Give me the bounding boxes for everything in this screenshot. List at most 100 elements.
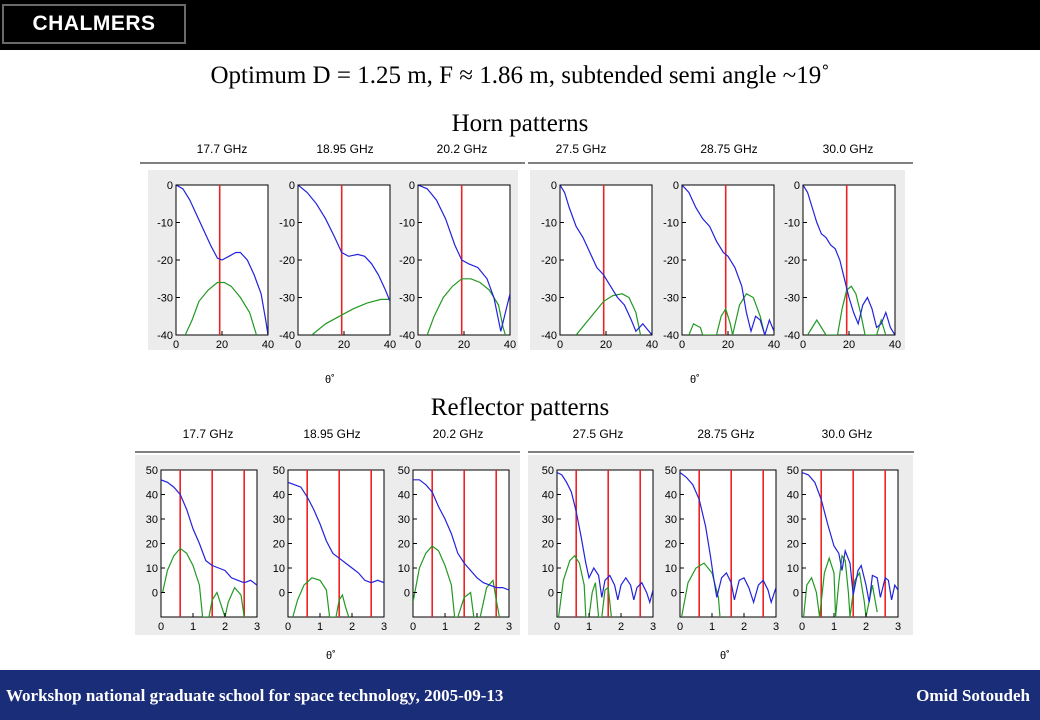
horn-freq-label: 18.95 GHz [316,142,373,156]
horn-y-tick-label: -20 [541,255,557,267]
reflector-cross-polar-line [681,562,721,617]
horn-y-tick-label: -40 [784,330,800,342]
footer-workshop: Workshop national graduate school for sp… [6,686,504,705]
horn-y-tick-label: -20 [279,255,295,267]
horn-y-tick-label: 0 [167,180,173,192]
reflector-y-tick-label: 50 [146,465,158,477]
slide-title: Optimum D = 1.25 m, F ≈ 1.86 m, subtende… [210,62,830,89]
horn-x-tick-label: 0 [800,339,806,351]
horn-co-polar-line [560,185,652,335]
reflector-y-tick-label: 30 [146,514,158,526]
horn-y-tick-label: -10 [157,218,173,230]
horn-y-tick-label: -30 [279,293,295,305]
reflector-y-tick-label: 40 [273,490,285,502]
horn-x-tick-label: 0 [557,339,563,351]
horn-y-tick-label: -10 [663,218,679,230]
reflector-freq-label: 30.0 GHz [822,427,873,441]
reflector-x-tick-label: 2 [349,621,355,633]
reflector-x-tick-label: 2 [618,621,624,633]
footer-author: Omid Sotoudeh [916,686,1030,705]
horn-y-tick-label: 0 [794,180,800,192]
reflector-x-tick-label: 3 [895,621,901,633]
reflector-freq-label: 18.95 GHz [303,427,360,441]
reflector-y-tick-label: 50 [542,465,554,477]
reflector-patterns-heading: Reflector patterns [430,394,610,421]
reflector-x-tick-label: 3 [381,621,387,633]
horn-y-tick-label: -40 [157,330,173,342]
reflector-x-tick-label: 0 [554,621,560,633]
horn-x-tick-label: 20 [843,339,855,351]
reflector-x-tick-label: 3 [650,621,656,633]
horn-x-tick-label: 0 [173,339,179,351]
reflector-x-tick-label: 2 [222,621,228,633]
horn-co-polar-line [682,185,774,335]
reflector-y-tick-label: 20 [542,539,554,551]
reflector-x-tick-label: 0 [410,621,416,633]
horn-cross-polar-line [575,293,642,335]
reflector-y-tick-label: 10 [273,563,285,575]
horn-x-tick-label: 20 [458,339,470,351]
horn-freq-label: 27.5 GHz [556,142,607,156]
chalmers-logo: CHALMERS [2,4,186,44]
reflector-x-tick-label: 1 [831,621,837,633]
horn-cross-polar-line [311,298,390,335]
reflector-cross-polar-line [803,554,878,617]
reflector-x-tick-label: 1 [709,621,715,633]
horn-cross-polar-line [688,293,766,335]
horn-x-tick-label: 0 [679,339,685,351]
horn-y-tick-label: 0 [409,180,415,192]
horn-y-tick-label: -10 [399,218,415,230]
horn-y-tick-label: -40 [399,330,415,342]
horn-x-tick-label: 20 [600,339,612,351]
reflector-co-polar-line [557,471,653,605]
horn-x-tick-label: 40 [384,339,396,351]
reflector-x-axis-label-2: θ˚ [720,650,730,662]
reflector-x-tick-label: 1 [190,621,196,633]
reflector-plot-area [160,469,258,618]
reflector-plot-area [287,469,385,618]
reflector-y-tick-label: 10 [787,563,799,575]
horn-y-tick-label: 0 [551,180,557,192]
horn-co-polar-line [176,185,268,335]
horn-y-tick-label: -10 [541,218,557,230]
reflector-y-tick-label: 40 [146,490,158,502]
reflector-freq-label: 27.5 GHz [573,427,624,441]
horn-co-polar-line [803,185,895,335]
reflector-y-tick-label: 40 [665,490,677,502]
horn-y-tick-label: -40 [279,330,295,342]
reflector-y-tick-label: 20 [146,539,158,551]
horn-y-tick-label: -20 [784,255,800,267]
horn-cross-polar-line [426,278,506,335]
reflector-y-tick-label: 20 [398,539,410,551]
reflector-co-polar-line [413,479,509,591]
reflector-y-tick-label: 40 [542,490,554,502]
reflector-cross-polar-line [292,577,350,617]
reflector-cross-polar-line [162,547,245,617]
reflector-plot-area [679,469,777,618]
reflector-freq-label: 28.75 GHz [697,427,754,441]
horn-y-tick-label: -20 [157,255,173,267]
horn-y-tick-label: -30 [157,293,173,305]
horn-x-tick-label: 0 [295,339,301,351]
horn-x-axis-label-2: θ˚ [690,374,700,386]
horn-y-tick-label: -20 [663,255,679,267]
reflector-x-tick-label: 2 [741,621,747,633]
reflector-y-tick-label: 0 [152,588,158,600]
horn-y-tick-label: -10 [279,218,295,230]
horn-freq-label: 28.75 GHz [700,142,757,156]
horn-plot-area [559,184,653,336]
reflector-co-polar-line [680,472,776,605]
reflector-y-tick-label: 10 [398,563,410,575]
horn-y-tick-label: -40 [541,330,557,342]
reflector-x-tick-label: 0 [158,621,164,633]
reflector-y-tick-label: 10 [665,563,677,575]
reflector-x-tick-label: 0 [677,621,683,633]
horn-x-tick-label: 40 [262,339,274,351]
reflector-y-tick-label: 10 [542,563,554,575]
reflector-y-tick-label: 40 [787,490,799,502]
